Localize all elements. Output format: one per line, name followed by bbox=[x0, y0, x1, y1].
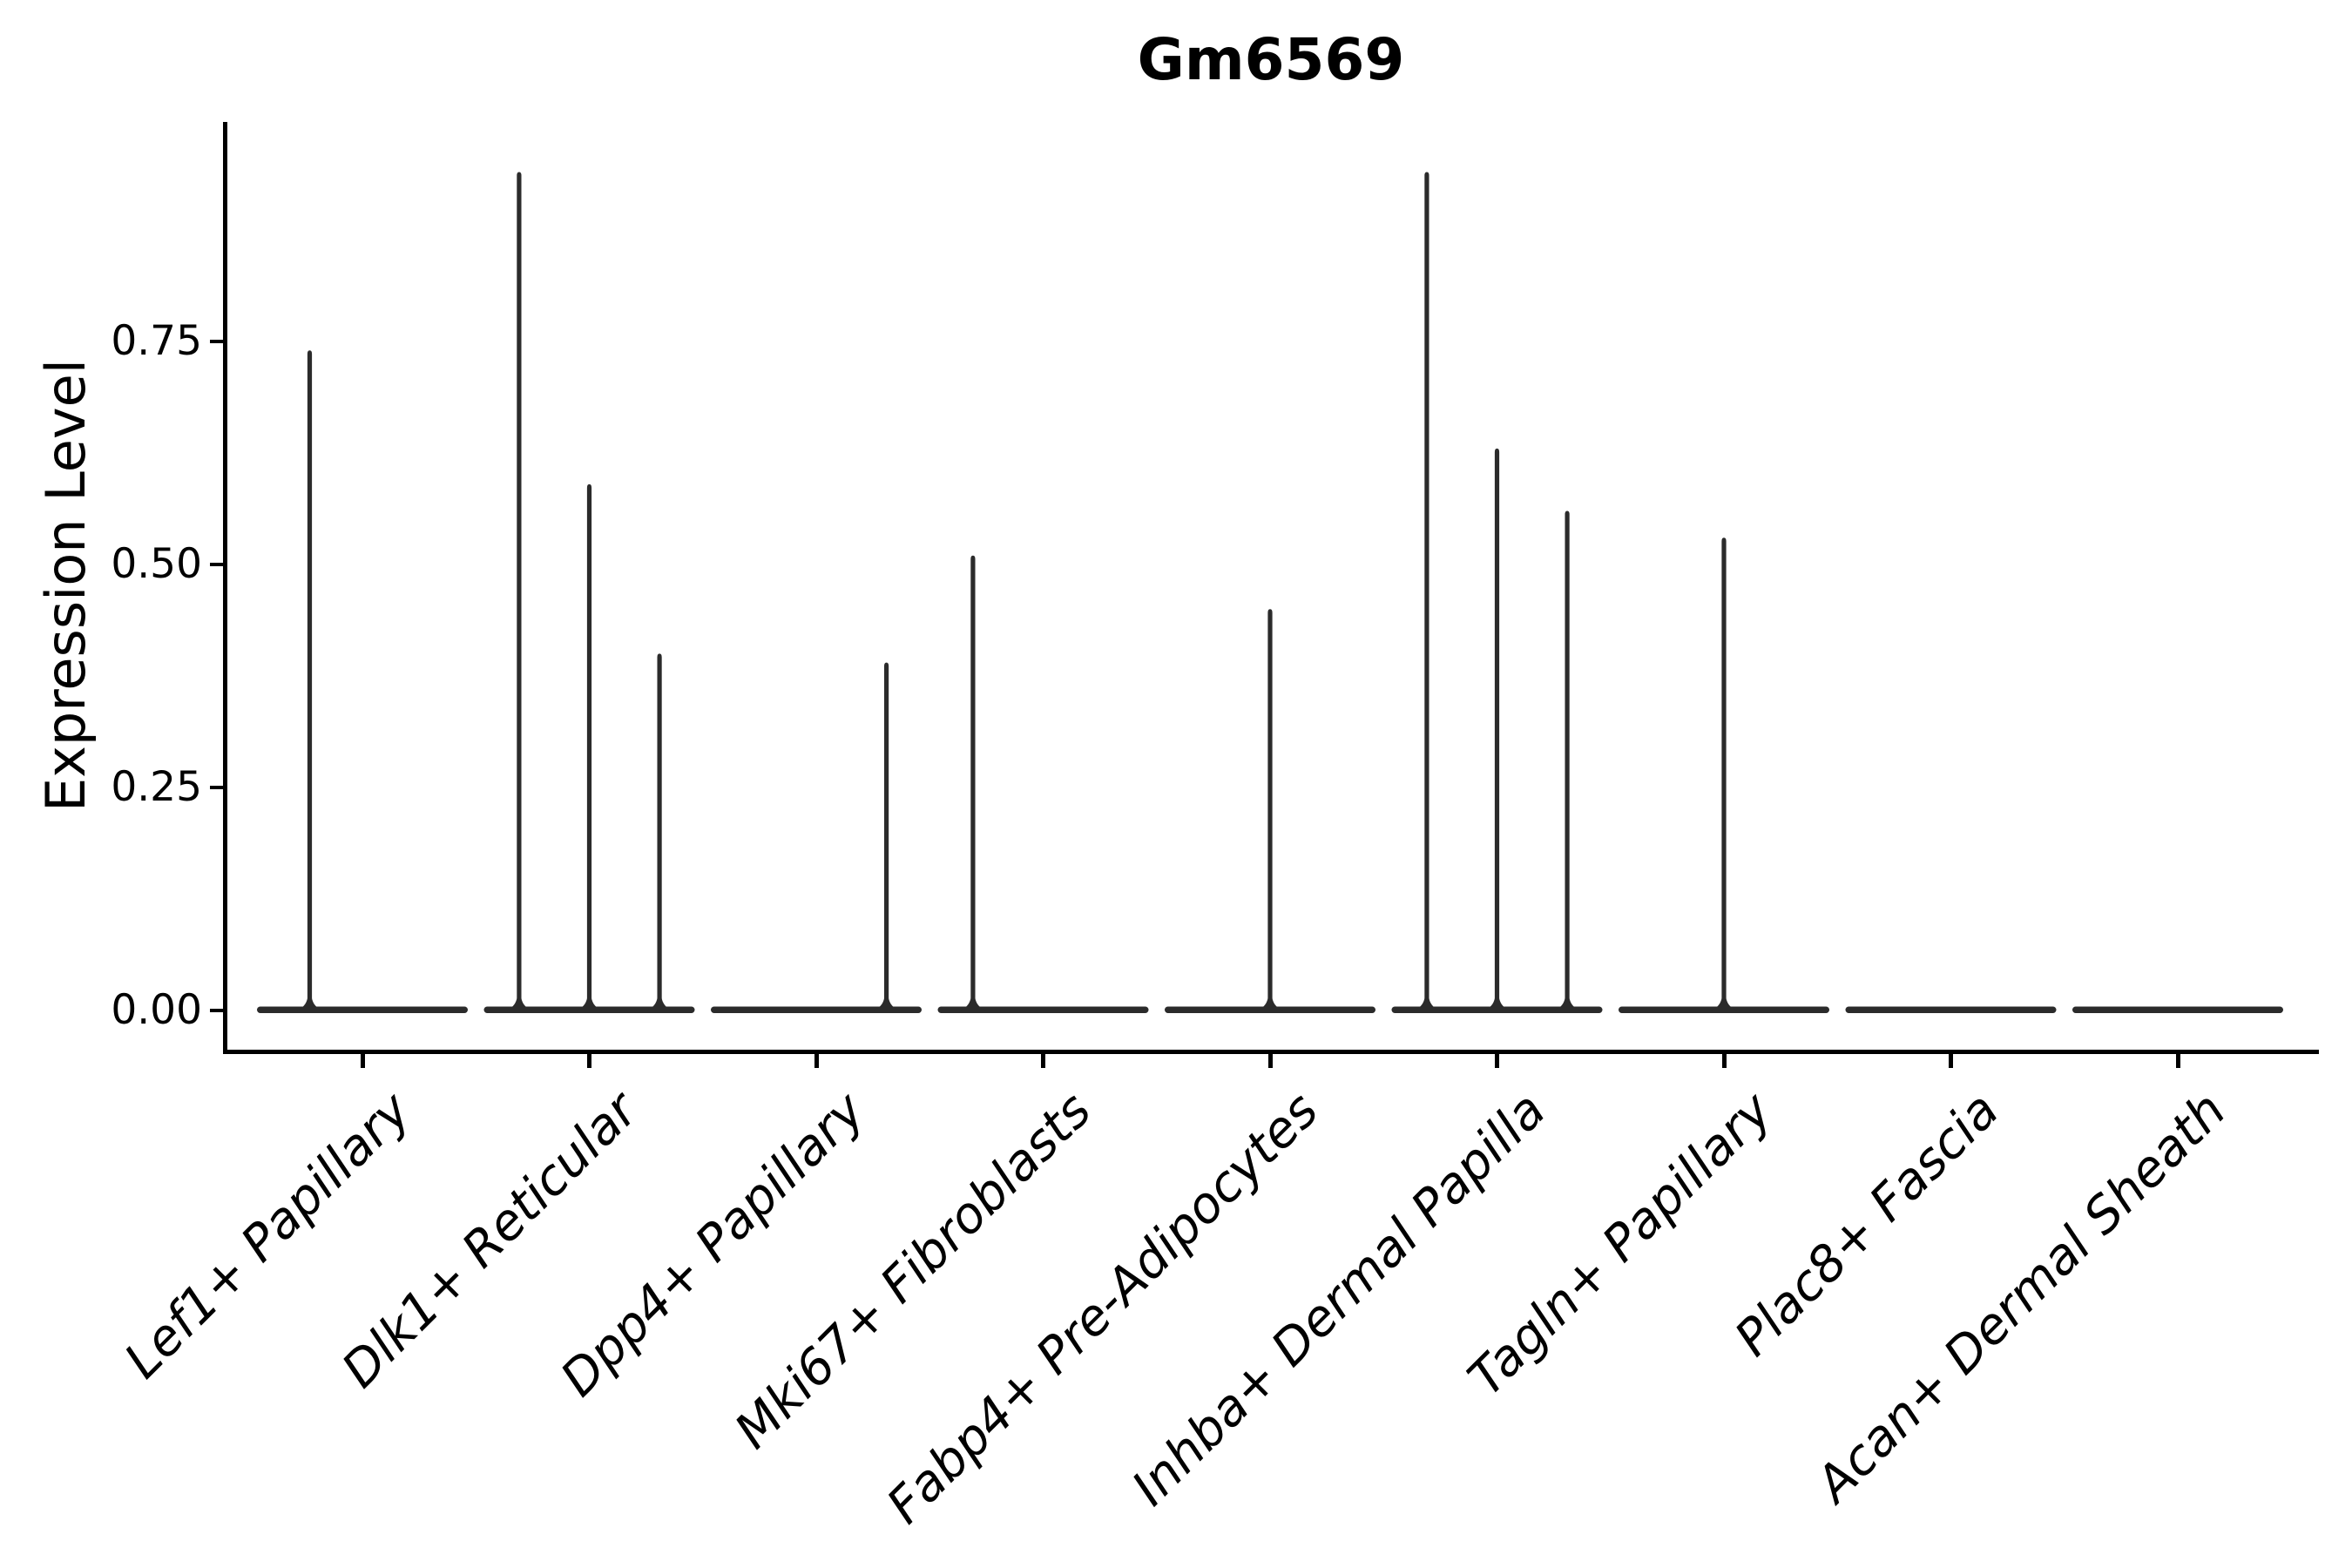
y-tick-mark bbox=[210, 563, 223, 566]
violin bbox=[257, 350, 468, 1013]
violin-baseline bbox=[711, 1006, 922, 1013]
violin-spike bbox=[1257, 609, 1283, 1010]
y-axis-line bbox=[223, 122, 227, 1054]
violin bbox=[711, 662, 922, 1013]
y-tick-mark bbox=[210, 1009, 223, 1012]
violin-baseline bbox=[1845, 1006, 2057, 1013]
violin bbox=[1845, 1006, 2057, 1013]
y-tick-label: 0.50 bbox=[111, 540, 202, 588]
violin-spike bbox=[296, 350, 323, 1010]
x-tick-mark bbox=[2175, 1054, 2180, 1068]
violin-spike bbox=[1484, 448, 1511, 1010]
x-tick-mark bbox=[1721, 1054, 1727, 1068]
y-tick-mark bbox=[210, 786, 223, 789]
violin-baseline bbox=[937, 1006, 1149, 1013]
violin bbox=[1619, 537, 1829, 1013]
violin-spike bbox=[505, 172, 532, 1010]
x-tick-mark bbox=[1041, 1054, 1045, 1068]
x-tick-mark bbox=[1267, 1054, 1273, 1068]
x-tick-mark bbox=[587, 1054, 591, 1068]
violin bbox=[1391, 172, 1603, 1013]
y-tick-mark bbox=[210, 340, 223, 343]
violin-spike bbox=[1711, 537, 1737, 1010]
violin bbox=[1165, 609, 1375, 1013]
violin-baseline bbox=[2072, 1006, 2283, 1013]
violin bbox=[2072, 1006, 2283, 1013]
violin-spike bbox=[646, 653, 673, 1010]
x-axis-line bbox=[223, 1050, 2319, 1054]
violin-spike bbox=[576, 483, 603, 1010]
violin-baseline bbox=[257, 1006, 468, 1013]
x-tick-mark bbox=[1495, 1054, 1499, 1068]
violin-spike bbox=[959, 555, 986, 1010]
violin bbox=[937, 555, 1149, 1013]
chart-title: Gm6569 bbox=[1137, 26, 1405, 93]
violin-spike bbox=[1554, 510, 1581, 1010]
y-tick-label: 0.75 bbox=[111, 317, 202, 365]
violin bbox=[483, 172, 695, 1013]
x-tick-mark bbox=[360, 1054, 365, 1068]
y-tick-label: 0.00 bbox=[111, 986, 202, 1034]
violin-spike bbox=[1413, 172, 1440, 1010]
x-tick-mark bbox=[814, 1054, 819, 1068]
x-tick-mark bbox=[1949, 1054, 1953, 1068]
y-tick-label: 0.25 bbox=[111, 763, 202, 811]
violin-spike bbox=[873, 662, 900, 1010]
